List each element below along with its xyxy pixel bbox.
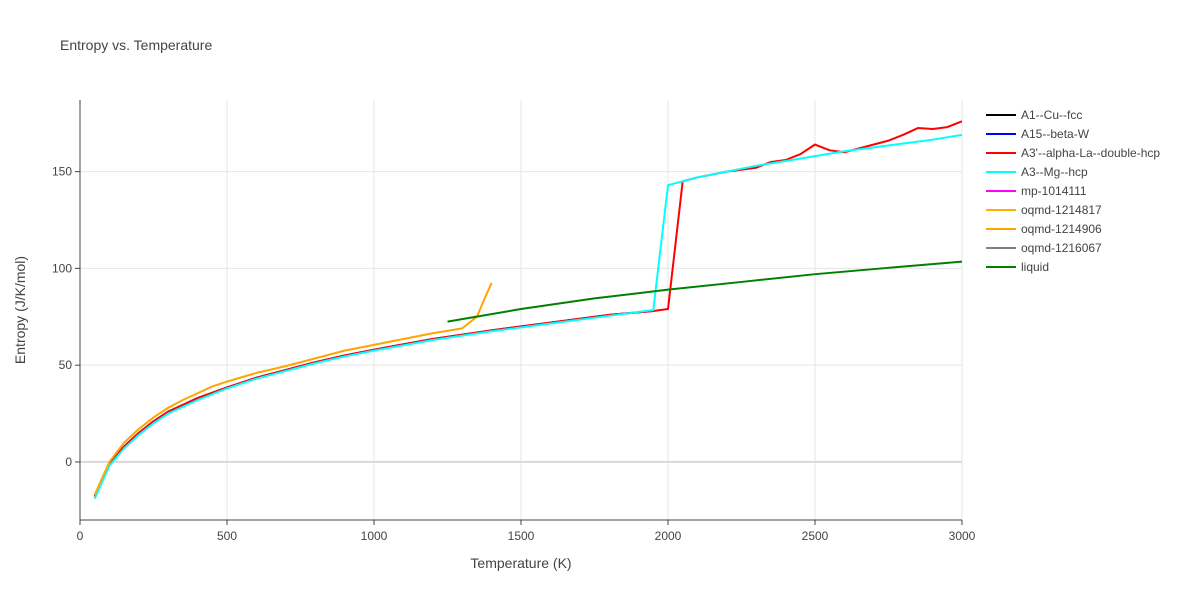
chart-title: Entropy vs. Temperature xyxy=(60,37,212,53)
legend-label: mp-1014111 xyxy=(1021,184,1087,198)
x-tick-label: 500 xyxy=(217,529,237,543)
x-tick-label: 0 xyxy=(77,529,84,543)
legend-label: oqmd-1214817 xyxy=(1021,203,1102,217)
legend-label: liquid xyxy=(1021,260,1049,274)
legend: A1--Cu--fcc A15--beta-W A3'--alpha-La--dou… xyxy=(986,108,1160,274)
legend-label: A3'--alpha-La--double-hcp xyxy=(1021,146,1160,160)
ticks-layer: 0 500 1000 1500 2000 2500 3000 0 50 100 150 xyxy=(52,165,976,543)
legend-label: oqmd-1214906 xyxy=(1021,222,1102,236)
x-tick-label: 1500 xyxy=(508,529,535,543)
y-tick-label: 0 xyxy=(65,455,72,469)
legend-label: A3--Mg--hcp xyxy=(1021,165,1088,179)
grid-layer xyxy=(80,100,963,520)
legend-label: A1--Cu--fcc xyxy=(1021,108,1082,122)
series-line-oqmd-1214906 xyxy=(93,282,493,496)
y-tick-label: 50 xyxy=(59,358,73,372)
series-layer xyxy=(93,120,962,500)
legend-label: oqmd-1216067 xyxy=(1021,241,1102,255)
x-tick-label: 1000 xyxy=(361,529,388,543)
y-axis-title: Entropy (J/K/mol) xyxy=(12,256,28,364)
x-tick-label: 2500 xyxy=(802,529,829,543)
series-line-a3-alpha-la-double-hcp xyxy=(93,120,962,498)
x-axis-title: Temperature (K) xyxy=(470,555,571,571)
x-tick-label: 2000 xyxy=(655,529,682,543)
y-tick-label: 150 xyxy=(52,165,72,179)
x-tick-label: 3000 xyxy=(949,529,976,543)
series-line-a3-mg-hcp xyxy=(93,133,962,500)
legend-label: A15--beta-W xyxy=(1021,127,1090,141)
series-line-liquid xyxy=(447,260,962,323)
y-tick-label: 100 xyxy=(52,261,72,275)
